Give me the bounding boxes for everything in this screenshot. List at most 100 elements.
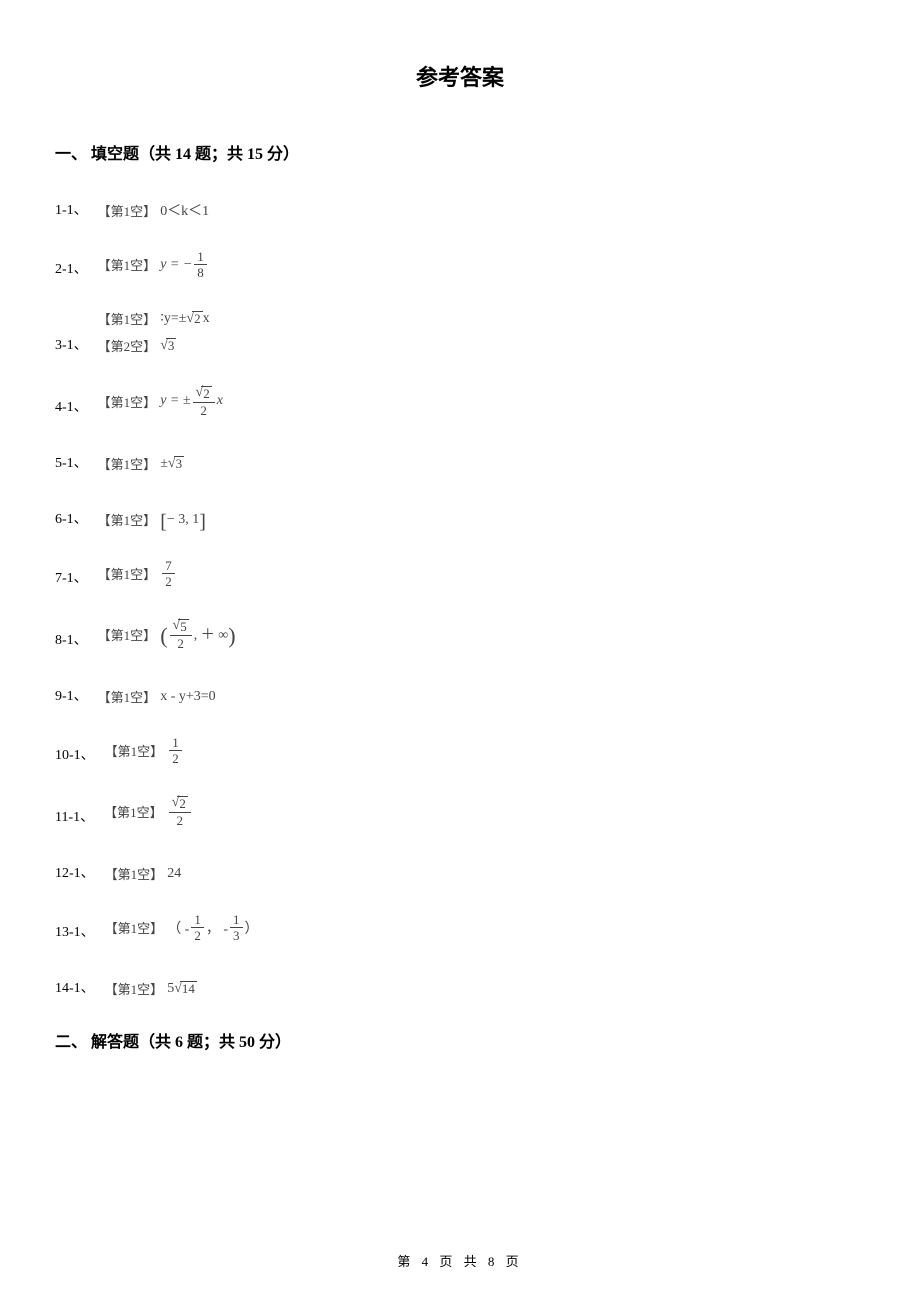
answer-row: 2-1、 【第1空】 y = − 1 8: [55, 250, 865, 279]
blank-value: x - y+3=0: [160, 689, 215, 705]
denominator: 2: [169, 751, 182, 765]
fraction: 1 8: [194, 250, 207, 279]
blank-value: 5 14: [167, 981, 197, 997]
radicand: 14: [180, 981, 197, 996]
fraction: 1 3: [230, 913, 243, 942]
question-number: 14-1、: [55, 980, 95, 998]
blank-value: ± 3: [160, 456, 184, 472]
answer-row: 13-1、 【第1空】 （ - 1 2 ， - 1 3 ）: [55, 913, 865, 942]
fraction: 2 2: [193, 385, 215, 417]
blank-tag: 【第2空】: [98, 336, 157, 355]
text: ±: [160, 456, 168, 472]
section-1-header: 一、 填空题（共 14 题；共 15 分）: [55, 140, 865, 164]
numerator: 2: [193, 385, 215, 403]
text: 5: [167, 981, 174, 997]
blank-value: y = − 1 8: [160, 250, 209, 279]
fraction: 1 2: [191, 913, 204, 942]
text: y = −: [160, 257, 192, 273]
blank-tag: 【第1空】: [98, 201, 157, 220]
answer-row: 3-1、 【第1空】 ∶y=± 2 x 【第2空】 3: [55, 309, 865, 355]
sqrt: 2: [186, 311, 202, 327]
denominator: 2: [197, 403, 210, 417]
blank-value: ∶y=± 2 x: [160, 310, 209, 327]
numerator: 7: [162, 559, 175, 574]
question-number: 11-1、: [55, 809, 94, 827]
radicand: 2: [192, 311, 203, 326]
numerator: 1: [194, 250, 207, 265]
blank-value: 3: [160, 338, 176, 354]
blank-value: y = ± 2 2 x: [160, 385, 223, 417]
question-number: 4-1、: [55, 399, 88, 417]
sqrt: 2: [196, 386, 212, 401]
sqrt: 3: [168, 456, 184, 472]
answer-row: 5-1、 【第1空】 ± 3: [55, 447, 865, 473]
right-paren: ): [228, 629, 235, 643]
blank-tag: 【第1空】: [98, 625, 157, 644]
left-paren: (: [160, 629, 167, 643]
question-number: 3-1、: [55, 337, 88, 355]
radicand: 2: [201, 386, 212, 401]
section-2-header: 二、 解答题（共 6 题；共 50 分）: [55, 1028, 865, 1052]
blank-tag: 【第1空】: [98, 687, 157, 706]
radicand: 3: [166, 338, 177, 353]
blank-tag: 【第1空】: [98, 564, 157, 583]
text: y = ±: [160, 393, 190, 409]
fraction: 2 2: [169, 795, 191, 827]
blank-tag: 【第1空】: [98, 454, 157, 473]
blank-tag: 【第1空】: [98, 255, 157, 274]
blank-tag: 【第1空】: [98, 309, 157, 328]
left-bracket: [: [160, 515, 167, 529]
sqrt: 14: [174, 981, 197, 997]
answer-row: 6-1、 【第1空】 [ − 3, 1 ]: [55, 503, 865, 529]
blank-tag: 【第1空】: [105, 741, 164, 760]
denominator: 2: [162, 574, 175, 588]
numerator: 1: [191, 913, 204, 928]
text: ∶y=±: [160, 310, 186, 327]
question-number: 7-1、: [55, 570, 88, 588]
text: ）: [245, 918, 259, 938]
text: （ -: [167, 918, 189, 938]
blank-tag: 【第1空】: [98, 510, 157, 529]
radicand: 2: [177, 796, 188, 811]
denominator: 2: [174, 636, 187, 650]
denominator: 2: [191, 928, 204, 942]
blank-value: 1 2: [167, 736, 184, 765]
blank-value: [ − 3, 1 ]: [160, 512, 206, 528]
answer-row: 1-1、 【第1空】 0＜k＜1: [55, 194, 865, 220]
question-number: 12-1、: [55, 865, 95, 883]
question-number: 5-1、: [55, 455, 88, 473]
question-number: 9-1、: [55, 688, 88, 706]
sqrt: 3: [160, 338, 176, 354]
answer-row: 8-1、 【第1空】 ( 5 2 , ＋ ∞ ): [55, 618, 865, 650]
numerator: 1: [230, 913, 243, 928]
blank-tag: 【第1空】: [105, 979, 164, 998]
text: − 3, 1: [167, 512, 199, 528]
right-bracket: ]: [199, 515, 206, 529]
blank-value: ( 5 2 , ＋ ∞ ): [160, 618, 235, 650]
blank-tag: 【第1空】: [104, 802, 163, 821]
answer-row: 10-1、 【第1空】 1 2: [55, 736, 865, 765]
numerator: 1: [169, 736, 182, 751]
blank-tag: 【第1空】: [105, 918, 164, 937]
radicand: 5: [178, 619, 189, 634]
question-number: 6-1、: [55, 511, 88, 529]
blank-value: 2 2: [167, 795, 193, 827]
question-number: 10-1、: [55, 747, 95, 765]
sqrt: 5: [173, 619, 189, 634]
fraction: 7 2: [162, 559, 175, 588]
blank-tag: 【第1空】: [98, 392, 157, 411]
page-footer: 第 4 页 共 8 页: [0, 1251, 920, 1270]
blank-value: （ - 1 2 ， - 1 3 ）: [167, 913, 258, 942]
denominator: 8: [194, 265, 207, 279]
fraction: 5 2: [170, 618, 192, 650]
blank-value: 7 2: [160, 559, 177, 588]
answer-row: 9-1、 【第1空】 x - y+3=0: [55, 680, 865, 706]
blank-value: 24: [167, 866, 181, 882]
answer-row: 11-1、 【第1空】 2 2: [55, 795, 865, 827]
question-number: 2-1、: [55, 261, 88, 279]
page-title: 参考答案: [55, 60, 865, 92]
text: x: [203, 311, 210, 327]
answer-row: 7-1、 【第1空】 7 2: [55, 559, 865, 588]
text: x: [217, 393, 223, 409]
answer-row: 12-1、 【第1空】 24: [55, 857, 865, 883]
